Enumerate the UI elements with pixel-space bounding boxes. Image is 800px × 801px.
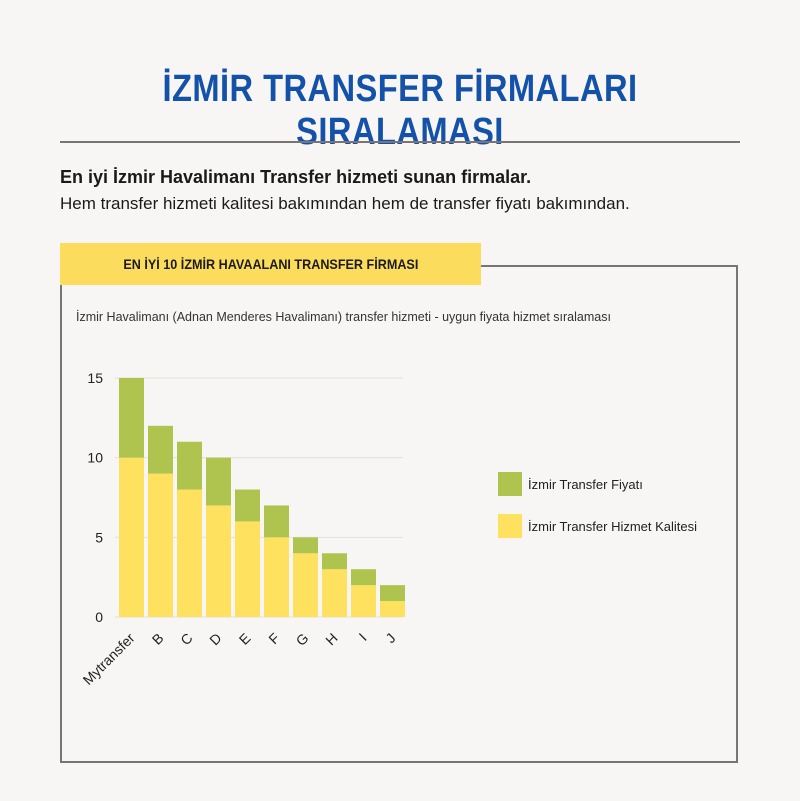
bar-segment-quality — [206, 505, 231, 617]
bar-segment-quality — [380, 601, 405, 617]
x-axis-categories: Mytransfer B C D E F G H I J — [80, 630, 399, 688]
x-category-label: F — [265, 630, 282, 647]
bar-segment-quality — [235, 521, 260, 617]
sub-text: Hem transfer hizmeti kalitesi bakımından… — [60, 194, 630, 213]
bar-segment-price — [380, 585, 405, 602]
bar-segment-quality — [293, 553, 318, 617]
y-tick-label: 0 — [95, 609, 103, 625]
chart-banner-label: EN İYİ 10 İZMİR HAVAALANI TRANSFER FİRMA… — [123, 256, 418, 272]
bars — [119, 378, 405, 617]
y-tick-label: 15 — [87, 370, 103, 386]
page-title: İZMİR TRANSFER FİRMALARI SIRALAMASI — [162, 68, 638, 153]
x-category-label: I — [356, 630, 370, 644]
y-axis-ticks: 0 5 10 15 — [87, 370, 103, 625]
legend-swatch-quality — [498, 514, 522, 538]
bar-segment-price — [264, 505, 289, 538]
chart-banner: EN İYİ 10 İZMİR HAVAALANI TRANSFER FİRMA… — [60, 243, 481, 285]
bar-segment-price — [351, 569, 376, 586]
x-category-label: H — [322, 630, 340, 648]
bar-segment-quality — [264, 537, 289, 617]
lead-text: En iyi İzmir Havalimanı Transfer hizmeti… — [60, 167, 532, 187]
bar-segment-quality — [351, 585, 376, 617]
x-category-label: Mytransfer — [80, 630, 138, 688]
bar-segment-price — [119, 378, 144, 458]
legend-label-price: İzmir Transfer Fiyatı — [528, 476, 643, 492]
x-category-label: B — [149, 630, 167, 648]
bar-segment-price — [148, 425, 173, 474]
y-tick-label: 10 — [87, 450, 103, 466]
legend-swatch-price — [498, 472, 522, 496]
chart-caption: İzmir Havalimanı (Adnan Menderes Havalim… — [76, 310, 611, 324]
bar-segment-price — [206, 457, 231, 506]
x-category-label: C — [177, 630, 195, 648]
bar-segment-price — [322, 553, 347, 570]
bar-segment-quality — [119, 457, 144, 617]
chart-legend: İzmir Transfer Fiyatı İzmir Transfer Hiz… — [498, 472, 697, 556]
title-divider — [60, 141, 740, 143]
bar-segment-quality — [177, 489, 202, 617]
x-category-label: G — [293, 630, 312, 649]
legend-item-price: İzmir Transfer Fiyatı — [498, 472, 697, 496]
bar-segment-price — [293, 537, 318, 554]
x-category-label: J — [382, 630, 398, 646]
y-tick-label: 5 — [95, 529, 103, 545]
bar-segment-quality — [148, 473, 173, 617]
legend-item-quality: İzmir Transfer Hizmet Kalitesi — [498, 514, 697, 538]
x-category-label: D — [206, 630, 224, 648]
legend-label-quality: İzmir Transfer Hizmet Kalitesi — [528, 518, 698, 534]
x-category-label: E — [236, 630, 254, 648]
bar-segment-quality — [322, 569, 347, 617]
bar-segment-price — [235, 489, 260, 522]
bar-segment-price — [177, 441, 202, 490]
